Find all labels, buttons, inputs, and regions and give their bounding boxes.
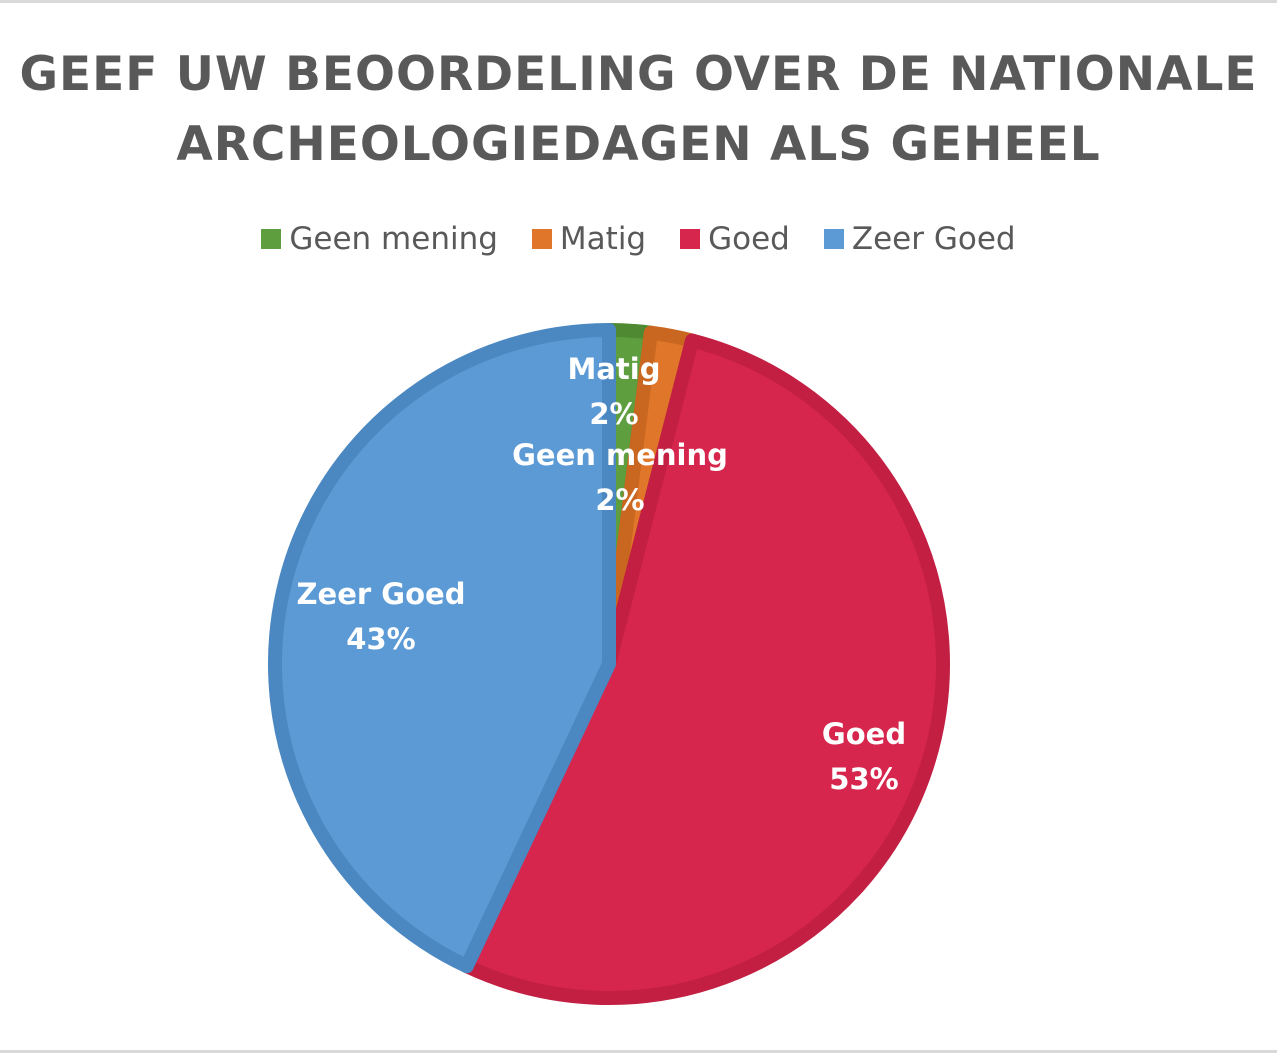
data-label-name-goed: Goed bbox=[822, 717, 906, 751]
pie-slices bbox=[268, 323, 950, 1005]
chart-title: GEEF UW BEOORDELING OVER DE NATIONALE AR… bbox=[0, 40, 1277, 180]
legend-swatch-geen-mening bbox=[261, 229, 282, 249]
chart-title-line-1: GEEF UW BEOORDELING OVER DE NATIONALE bbox=[19, 47, 1258, 102]
data-label-name-matig: Matig bbox=[568, 352, 661, 386]
pie-data-labels: Matig 2% Geen mening 2% Goed 53% Zeer Go… bbox=[297, 352, 907, 796]
pie-slice-zeer-goed bbox=[268, 323, 616, 974]
legend-swatch-goed bbox=[680, 229, 701, 249]
data-label-percent-matig: 2% bbox=[589, 397, 638, 431]
data-label-name-zeer-goed: Zeer Goed bbox=[297, 577, 466, 611]
legend-label-geen-mening: Geen mening bbox=[289, 221, 498, 257]
data-label-percent-goed: 53% bbox=[829, 762, 898, 796]
data-label-name-geen-mening: Geen mening bbox=[512, 438, 728, 472]
legend-item-zeer-goed: Zeer Goed bbox=[823, 218, 1016, 260]
chart-legend: Geen mening Matig Goed Zeer Goed bbox=[0, 218, 1277, 260]
legend-item-matig: Matig bbox=[531, 218, 647, 260]
frame-bottom-border bbox=[0, 1050, 1277, 1053]
legend-item-geen-mening: Geen mening bbox=[261, 218, 498, 260]
legend-swatch-zeer-goed bbox=[823, 229, 844, 249]
legend-label-zeer-goed: Zeer Goed bbox=[851, 221, 1016, 257]
frame-top-border bbox=[0, 0, 1277, 3]
data-label-percent-zeer-goed: 43% bbox=[346, 622, 415, 656]
pie-slice-goed bbox=[459, 333, 950, 1005]
data-label-percent-geen-mening: 2% bbox=[595, 483, 644, 517]
legend-item-goed: Goed bbox=[680, 218, 790, 260]
chart-title-line-2: ARCHEOLOGIEDAGEN ALS GEHEEL bbox=[176, 117, 1101, 172]
legend-label-goed: Goed bbox=[708, 221, 790, 257]
legend-label-matig: Matig bbox=[559, 221, 647, 257]
legend-swatch-matig bbox=[531, 229, 552, 249]
